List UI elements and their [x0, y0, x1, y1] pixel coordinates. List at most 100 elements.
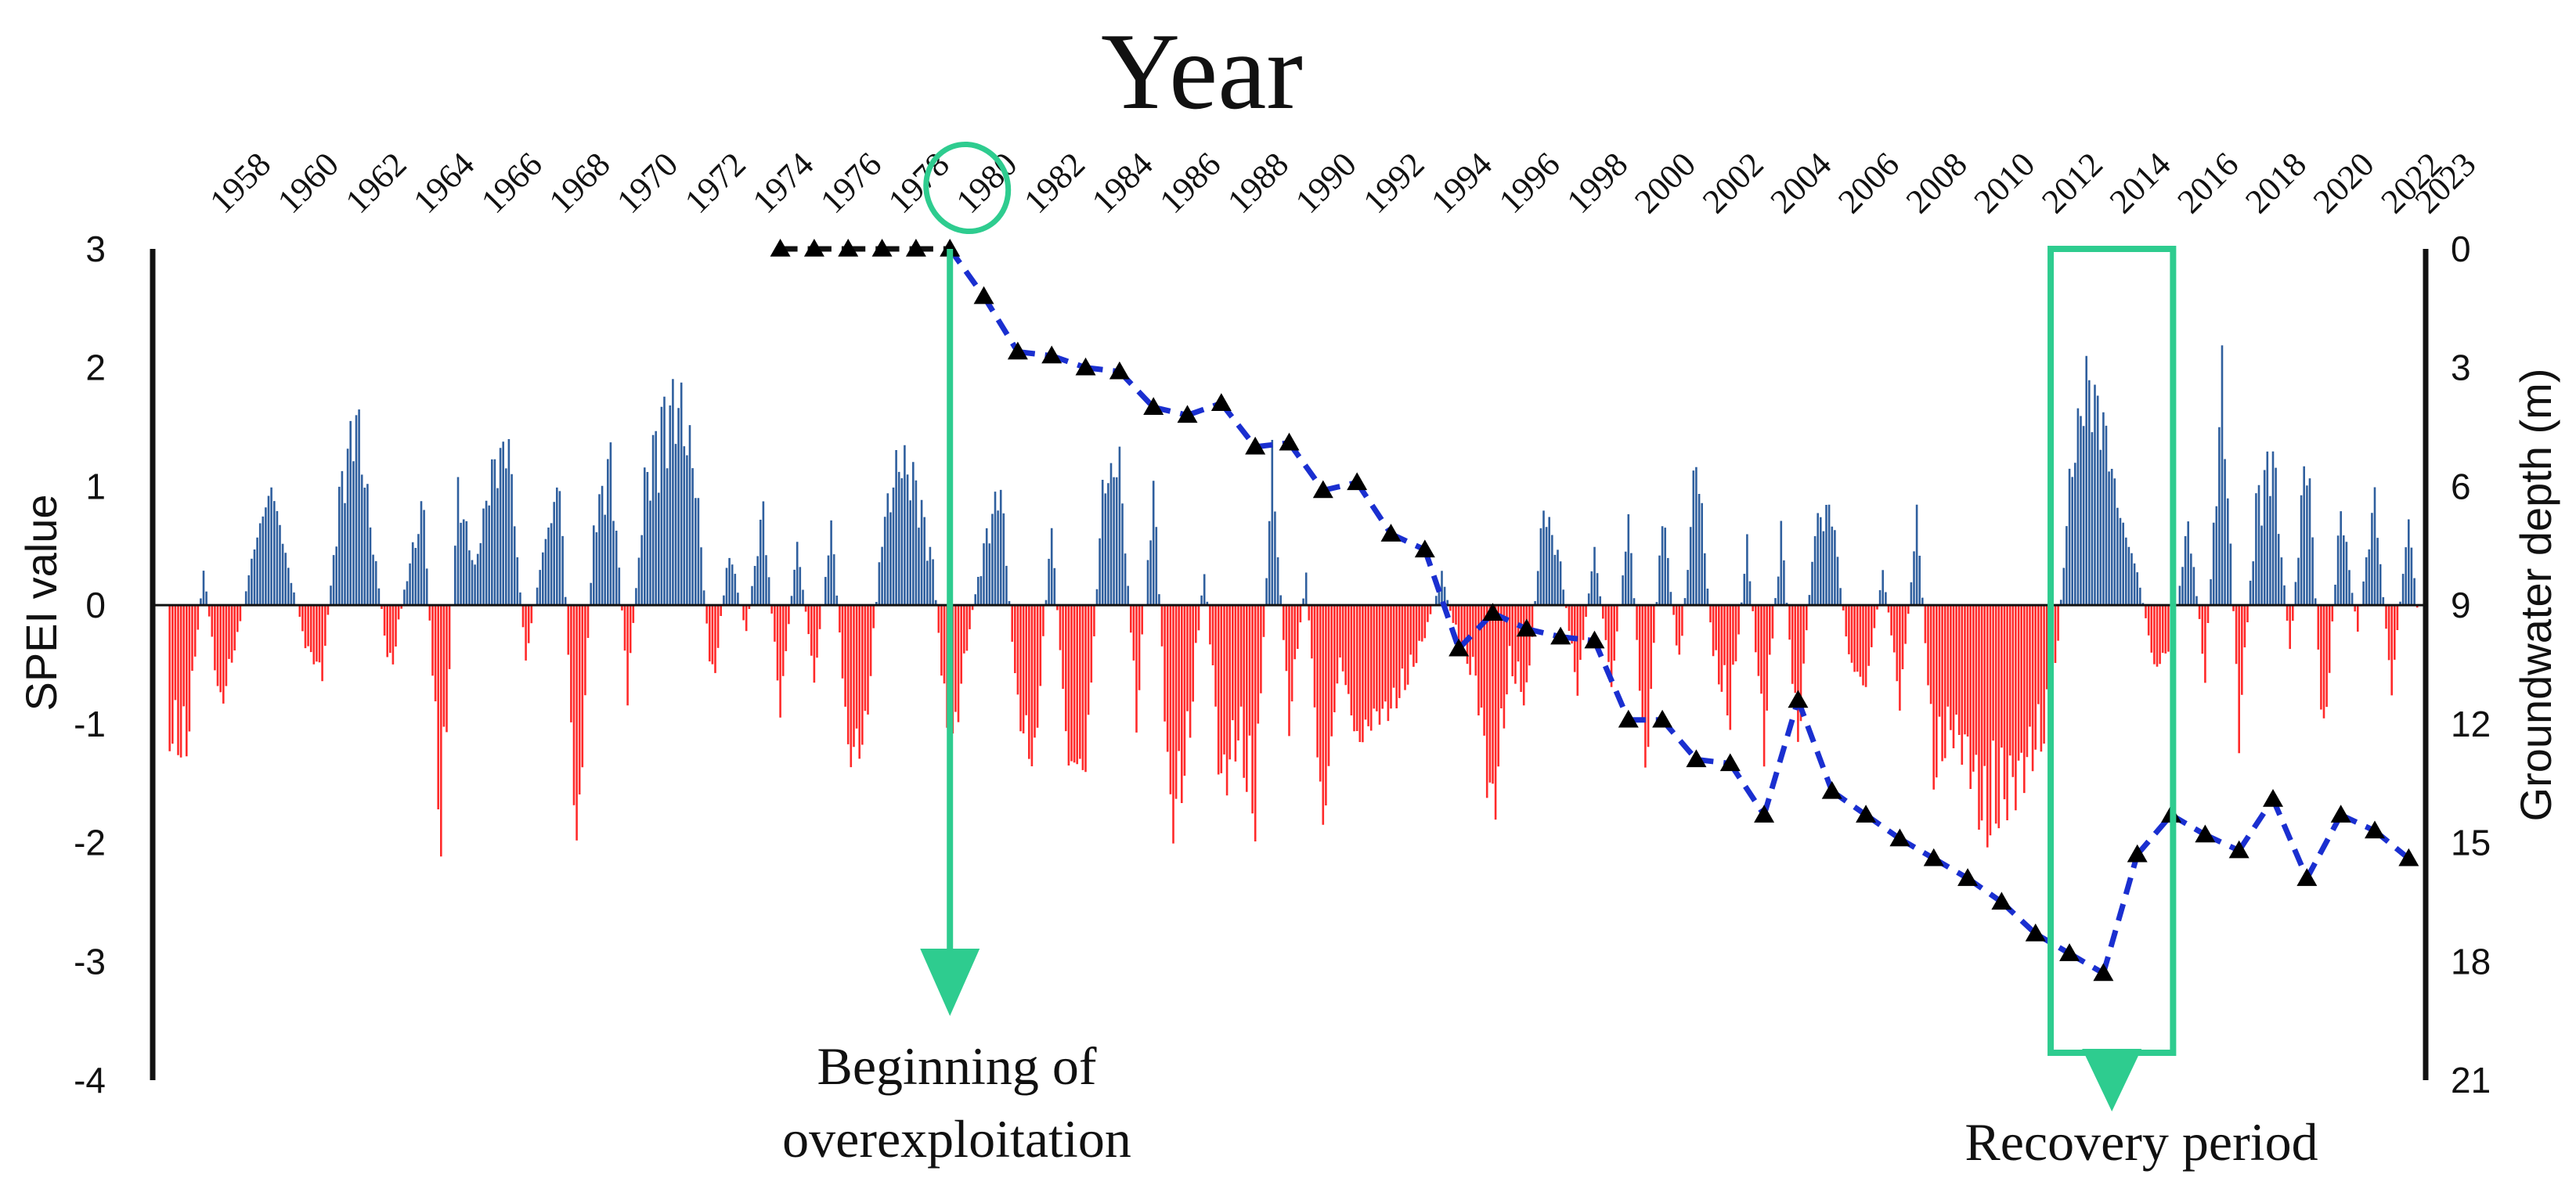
groundwater-marker — [2263, 788, 2284, 807]
groundwater-line-segment — [2304, 813, 2343, 880]
groundwater-marker — [1652, 709, 1673, 728]
year-tick-label: 2016 — [2170, 145, 2246, 221]
year-tick-label: 2008 — [1899, 145, 1975, 221]
groundwater-marker — [973, 286, 994, 304]
left-y-tick-labels: 3 2 1 0 -1 -2 -3 -4 — [74, 229, 106, 1101]
groundwater-marker — [1007, 341, 1028, 360]
overexploitation-label-line2: overexploitation — [782, 1109, 1131, 1169]
groundwater-line-segment — [947, 247, 987, 298]
groundwater-marker — [1889, 828, 1910, 847]
groundwater-line-segment — [2270, 798, 2310, 880]
groundwater-marker — [1279, 432, 1300, 451]
spei-bars — [168, 345, 2419, 857]
groundwater-marker — [2093, 963, 2114, 982]
groundwater-marker — [1957, 868, 1979, 886]
groundwater-marker — [2398, 848, 2419, 866]
groundwater-marker — [871, 239, 893, 257]
groundwater-marker — [1788, 690, 1809, 708]
left-tick-label: -2 — [74, 823, 106, 863]
groundwater-marker — [940, 239, 961, 257]
right-tick-label: 0 — [2451, 229, 2471, 269]
year-tick-label: 1980 — [949, 145, 1025, 221]
year-tick-label: 1984 — [1084, 145, 1160, 221]
year-tick-label: 1958 — [202, 145, 278, 221]
groundwater-line-segment — [1761, 699, 1801, 816]
groundwater-marker — [1041, 345, 1063, 364]
year-tick-label: 1978 — [881, 145, 957, 221]
year-tick-label: 2020 — [2306, 145, 2382, 221]
year-tick-label: 1990 — [1288, 145, 1364, 221]
groundwater-marker — [1312, 480, 1333, 499]
groundwater-line-segment — [1286, 441, 1326, 492]
groundwater-marker — [2195, 824, 2216, 843]
groundwater-line-segment — [981, 294, 1020, 354]
y-left-axis-title: SPEI value — [16, 494, 66, 711]
year-tick-label: 2018 — [2238, 145, 2314, 221]
left-tick-label: 2 — [85, 348, 106, 388]
groundwater-marker — [1550, 626, 1571, 645]
groundwater-marker — [1856, 805, 1877, 823]
groundwater-marker — [1618, 709, 1639, 728]
right-tick-label: 12 — [2451, 704, 2491, 744]
groundwater-marker — [803, 239, 824, 257]
overexploitation-label-line1: Beginning of — [817, 1036, 1097, 1096]
chart-title: Year — [1101, 11, 1303, 132]
groundwater-marker — [1821, 780, 1842, 799]
groundwater-marker — [1923, 848, 1944, 866]
groundwater-marker — [2365, 820, 2386, 839]
year-tick-label: 1964 — [406, 145, 482, 221]
right-tick-label: 9 — [2451, 585, 2471, 625]
year-tick-label: 1994 — [1423, 145, 1499, 221]
left-tick-label: -3 — [74, 941, 106, 982]
groundwater-marker — [1516, 618, 1537, 637]
groundwater-marker — [2330, 805, 2351, 823]
groundwater-line-segment — [1592, 639, 1632, 722]
year-tick-label: 1970 — [609, 145, 685, 221]
year-tick-label: 1960 — [270, 145, 346, 221]
groundwater-marker — [1686, 749, 1707, 768]
groundwater-marker — [1449, 638, 1470, 657]
year-tick-label: 1986 — [1153, 145, 1228, 221]
groundwater-marker — [1075, 357, 1096, 376]
groundwater-marker — [2296, 868, 2318, 886]
groundwater-marker — [770, 239, 791, 257]
year-tick-label: 2014 — [2102, 145, 2178, 221]
groundwater-marker — [2025, 923, 2046, 942]
groundwater-line-segment — [2101, 853, 2141, 974]
left-tick-label: 0 — [85, 585, 106, 625]
groundwater-line-segment — [1795, 699, 1835, 793]
y-right-axis-title: Groundwater depth (m) — [2511, 369, 2560, 822]
x-tick-labels: 1958196019621964196619681970197219741976… — [202, 145, 2483, 221]
overexploitation-arrow-head — [920, 949, 980, 1016]
year-tick-label: 1988 — [1220, 145, 1296, 221]
right-tick-label: 3 — [2451, 348, 2471, 388]
recovery-period-label: Recovery period — [1964, 1112, 2318, 1172]
groundwater-marker — [1245, 436, 1266, 455]
groundwater-marker — [905, 239, 926, 257]
groundwater-marker — [1584, 630, 1605, 649]
right-tick-label: 18 — [2451, 941, 2491, 982]
right-y-tick-labels: 0 3 6 9 12 15 18 21 — [2451, 229, 2491, 1101]
right-tick-label: 15 — [2451, 823, 2491, 863]
groundwater-line-segment — [1727, 762, 1767, 817]
groundwater-marker — [1414, 539, 1435, 558]
groundwater-marker — [1210, 393, 1232, 411]
year-tick-label: 2000 — [1627, 145, 1703, 221]
right-tick-label: 21 — [2451, 1060, 2491, 1101]
left-tick-label: -4 — [74, 1060, 106, 1101]
groundwater-line-segment — [2236, 798, 2275, 852]
year-tick-label: 1998 — [1560, 145, 1636, 221]
groundwater-marker — [1143, 397, 1164, 416]
groundwater-marker — [1719, 753, 1741, 772]
year-tick-label: 1966 — [474, 145, 550, 221]
groundwater-marker — [1754, 805, 1775, 823]
groundwater-marker — [1177, 405, 1198, 423]
left-tick-label: 1 — [85, 466, 106, 506]
year-tick-label: 1992 — [1356, 145, 1432, 221]
groundwater-marker — [1109, 361, 1130, 380]
groundwater-marker — [838, 239, 859, 257]
groundwater-marker — [1991, 892, 2012, 910]
left-tick-label: 3 — [85, 229, 106, 269]
groundwater-line-segment — [1355, 481, 1394, 536]
